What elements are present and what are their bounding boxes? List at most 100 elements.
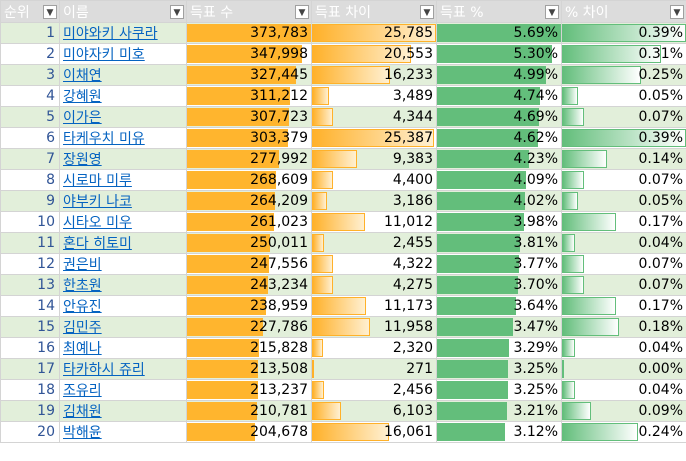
table-row: 18 조유리 213,237 2,456 3.25% 0.04% bbox=[0, 379, 686, 401]
vote-pct-databar bbox=[437, 192, 525, 210]
header-vote-pct: 득표 % ▼ bbox=[436, 0, 562, 23]
name-link[interactable]: 장원영 bbox=[63, 152, 102, 168]
pct-diff-databar bbox=[562, 360, 564, 378]
name-link[interactable]: 야부키 나코 bbox=[63, 194, 132, 210]
rank-cell: 9 bbox=[0, 190, 60, 212]
name-cell: 이채연 bbox=[59, 64, 187, 86]
vote-pct-databar bbox=[437, 129, 538, 147]
pct-diff-cell: 0.05% bbox=[561, 190, 686, 212]
vote-diff-value: 2,456 bbox=[392, 382, 433, 398]
name-link[interactable]: 이채연 bbox=[63, 68, 102, 84]
votes-databar bbox=[187, 171, 277, 189]
vote-diff-databar bbox=[312, 171, 334, 189]
filter-dropdown-icon[interactable]: ▼ bbox=[545, 4, 559, 19]
vote-diff-value: 2,320 bbox=[392, 340, 433, 356]
pct-diff-databar bbox=[562, 24, 686, 42]
pct-diff-cell: 0.04% bbox=[561, 337, 686, 359]
name-link[interactable]: 미야자키 미호 bbox=[63, 47, 145, 63]
votes-cell: 210,781 bbox=[186, 400, 312, 422]
pct-diff-databar bbox=[562, 192, 578, 210]
name-link[interactable]: 타케우치 미유 bbox=[63, 131, 145, 147]
votes-cell: 227,786 bbox=[186, 316, 312, 338]
votes-cell: 213,508 bbox=[186, 358, 312, 380]
pct-diff-value: 0.39% bbox=[638, 130, 683, 146]
name-link[interactable]: 권은비 bbox=[63, 257, 102, 273]
table-row: 15 김민주 227,786 11,958 3.47% 0.18% bbox=[0, 316, 686, 338]
rank-cell: 6 bbox=[0, 127, 60, 149]
filter-dropdown-icon[interactable]: ▼ bbox=[670, 4, 684, 19]
vote-diff-cell: 4,400 bbox=[311, 169, 437, 191]
table-row: 16 최예나 215,828 2,320 3.29% 0.04% bbox=[0, 337, 686, 359]
name-link[interactable]: 김민주 bbox=[63, 320, 102, 336]
name-link[interactable]: 혼다 히토미 bbox=[63, 236, 132, 252]
votes-value: 238,959 bbox=[250, 298, 308, 314]
votes-cell: 243,234 bbox=[186, 274, 312, 296]
filter-dropdown-icon[interactable]: ▼ bbox=[420, 4, 434, 19]
vote-diff-cell: 2,456 bbox=[311, 379, 437, 401]
pct-diff-cell: 0.07% bbox=[561, 106, 686, 128]
name-link[interactable]: 시로마 미루 bbox=[63, 173, 132, 189]
votes-databar bbox=[187, 24, 311, 42]
pct-diff-databar bbox=[562, 318, 620, 336]
name-link[interactable]: 시타오 미우 bbox=[63, 215, 132, 231]
table-row: 8 시로마 미루 268,609 4,400 4.09% 0.07% bbox=[0, 169, 686, 191]
votes-databar bbox=[187, 45, 303, 63]
vote-diff-value: 16,233 bbox=[384, 67, 433, 83]
pct-diff-cell: 0.18% bbox=[561, 316, 686, 338]
name-link[interactable]: 타카하시 쥬리 bbox=[63, 362, 145, 378]
vote-pct-databar bbox=[437, 381, 508, 399]
name-link[interactable]: 강혜원 bbox=[63, 89, 102, 105]
filter-dropdown-icon[interactable]: ▼ bbox=[295, 4, 309, 19]
vote-pct-value: 4.69% bbox=[513, 109, 558, 125]
votes-cell: 247,556 bbox=[186, 253, 312, 275]
pct-diff-value: 0.04% bbox=[638, 340, 683, 356]
vote-pct-value: 3.29% bbox=[513, 340, 558, 356]
pct-diff-cell: 0.04% bbox=[561, 232, 686, 254]
vote-pct-value: 3.47% bbox=[513, 319, 558, 335]
name-cell: 김채원 bbox=[59, 400, 187, 422]
name-link[interactable]: 조유리 bbox=[63, 383, 102, 399]
pct-diff-databar bbox=[562, 171, 585, 189]
vote-diff-value: 16,061 bbox=[384, 424, 433, 440]
vote-diff-databar bbox=[312, 255, 333, 273]
name-cell: 미야와키 사쿠라 bbox=[59, 22, 187, 44]
vote-diff-cell: 16,233 bbox=[311, 64, 437, 86]
vote-pct-databar bbox=[437, 45, 553, 63]
filter-dropdown-icon[interactable]: ▼ bbox=[43, 4, 57, 19]
filter-dropdown-icon[interactable]: ▼ bbox=[170, 4, 184, 19]
vote-pct-value: 3.64% bbox=[513, 298, 558, 314]
name-link[interactable]: 김채원 bbox=[63, 404, 102, 420]
name-link[interactable]: 안유진 bbox=[63, 299, 102, 315]
votes-value: 347,998 bbox=[250, 46, 308, 62]
votes-value: 215,828 bbox=[250, 340, 308, 356]
header-rank: 순위 ▼ bbox=[0, 0, 60, 23]
table-row: 17 타카하시 쥬리 213,508 271 3.25% 0.00% bbox=[0, 358, 686, 380]
vote-pct-cell: 4.62% bbox=[436, 127, 562, 149]
pct-diff-databar bbox=[562, 129, 686, 147]
name-link[interactable]: 한초원 bbox=[63, 278, 102, 294]
vote-diff-databar bbox=[312, 402, 342, 420]
name-link[interactable]: 최예나 bbox=[63, 341, 102, 357]
rank-cell: 1 bbox=[0, 22, 60, 44]
table-row: 20 박해윤 204,678 16,061 3.12% 0.24% bbox=[0, 421, 686, 443]
vote-diff-cell: 11,012 bbox=[311, 211, 437, 233]
pct-diff-value: 0.04% bbox=[638, 235, 683, 251]
vote-diff-cell: 4,344 bbox=[311, 106, 437, 128]
votes-databar bbox=[187, 402, 257, 420]
votes-cell: 268,609 bbox=[186, 169, 312, 191]
name-cell: 이가은 bbox=[59, 106, 187, 128]
vote-diff-cell: 9,383 bbox=[311, 148, 437, 170]
name-link[interactable]: 미야와키 사쿠라 bbox=[63, 26, 158, 42]
name-cell: 야부키 나코 bbox=[59, 190, 187, 212]
vote-pct-cell: 3.70% bbox=[436, 274, 562, 296]
pct-diff-databar bbox=[562, 150, 607, 168]
vote-diff-databar bbox=[312, 213, 365, 231]
vote-pct-databar bbox=[437, 171, 527, 189]
vote-pct-cell: 3.29% bbox=[436, 337, 562, 359]
name-link[interactable]: 박해윤 bbox=[63, 425, 102, 441]
vote-pct-databar bbox=[437, 255, 520, 273]
votes-databar bbox=[187, 150, 280, 168]
votes-value: 250,011 bbox=[250, 235, 308, 251]
name-cell: 김민주 bbox=[59, 316, 187, 338]
name-link[interactable]: 이가은 bbox=[63, 110, 102, 126]
